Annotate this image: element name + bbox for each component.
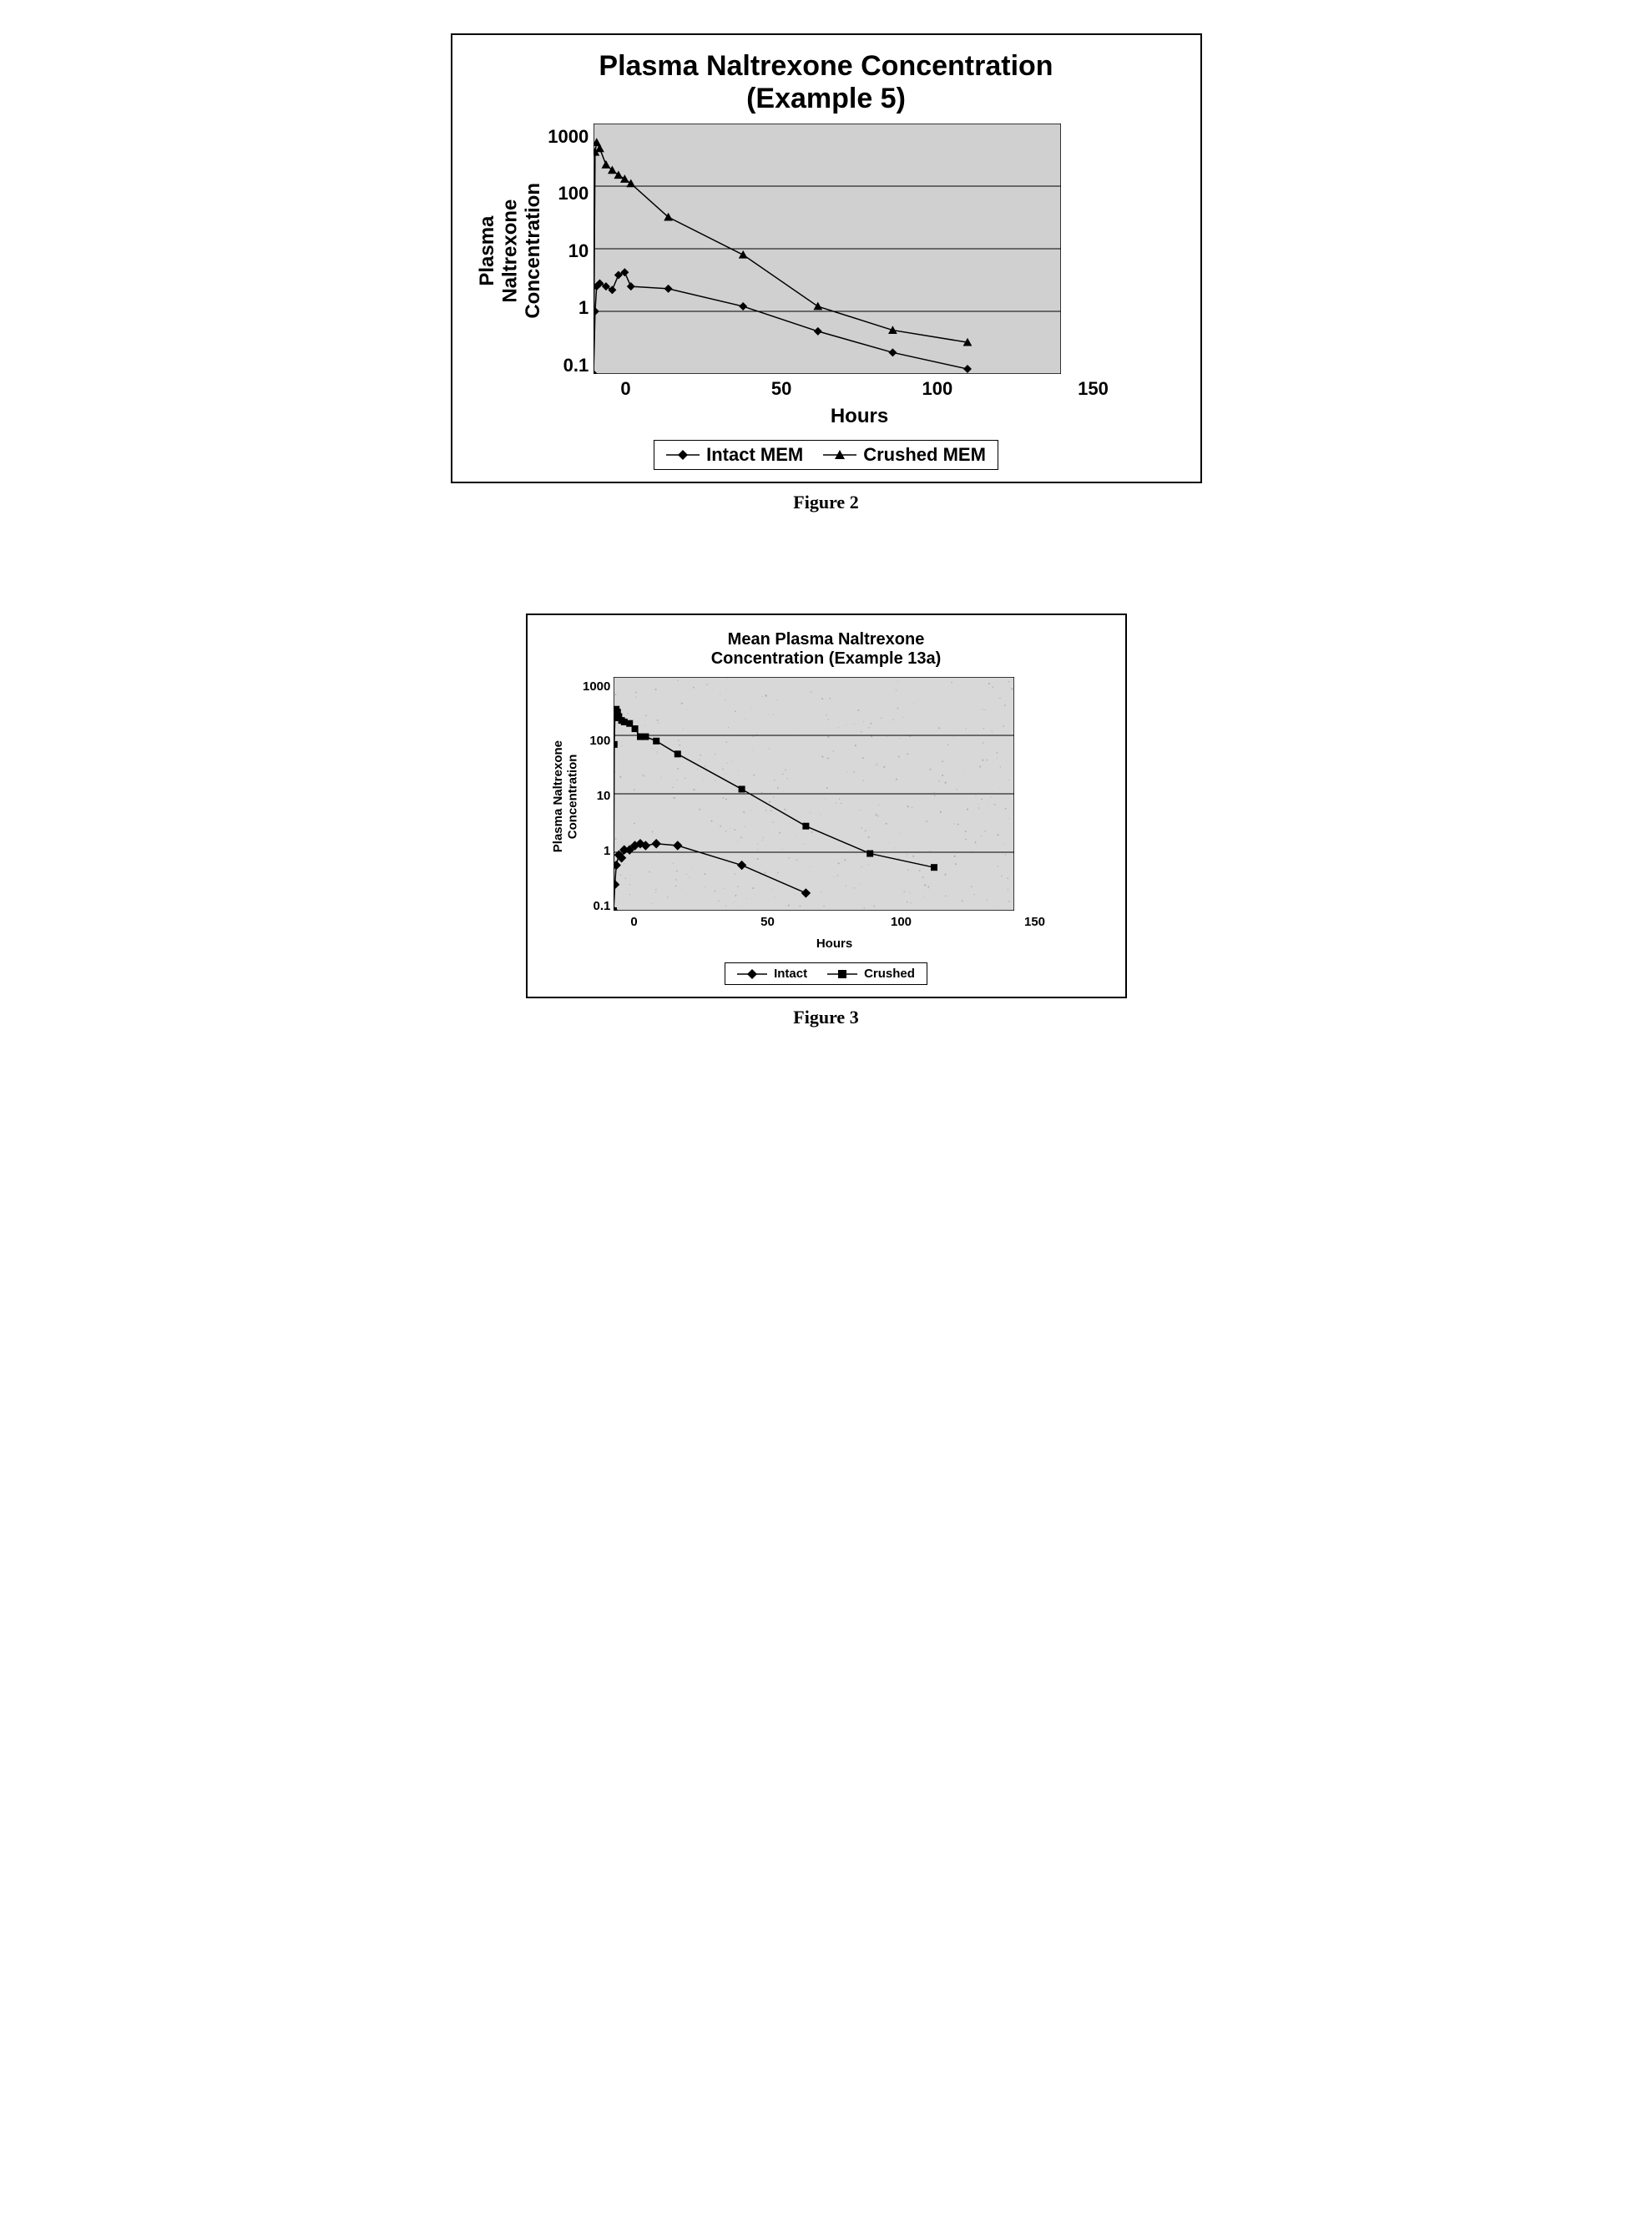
title-line-1: Mean Plasma Naltrexone — [728, 630, 925, 649]
x-axis-row-wrap: 0 50 100 150 Hours — [476, 378, 1177, 428]
ytick: 0.1 — [563, 355, 589, 376]
ytick: 10 — [597, 789, 611, 803]
x-tick-labels: 0 50 100 150 — [626, 378, 1094, 400]
legend-item-intact: Intact MEM — [666, 444, 803, 466]
xtick: 100 — [922, 378, 952, 400]
x-axis-row-wrap: 0 50 100 150 Hours — [551, 915, 1102, 951]
legend: Intact MEM Crushed MEM — [654, 440, 998, 470]
xtick: 50 — [760, 915, 775, 929]
ytick: 100 — [558, 183, 589, 205]
plot-row: Plasma Naltrexone Concentration 1000 100… — [551, 677, 1102, 915]
legend-label: Crushed — [864, 967, 915, 981]
ytick: 1 — [578, 297, 589, 319]
diamond-marker-icon — [666, 449, 700, 461]
triangle-marker-icon — [823, 449, 856, 461]
legend-label: Intact MEM — [706, 444, 803, 466]
legend-item-crushed: Crushed MEM — [823, 444, 986, 466]
legend-wrap: Intact Crushed — [551, 951, 1102, 985]
y-axis-label: Plasma Naltrexone Concentration — [476, 183, 545, 319]
ytick: 10 — [568, 240, 589, 262]
square-marker-icon — [827, 969, 857, 979]
figure-caption: Figure 2 — [451, 492, 1202, 513]
plot-area — [594, 124, 1061, 378]
figure-3-container: Mean Plasma Naltrexone Concentration (Ex… — [526, 614, 1127, 1028]
xtick: 50 — [771, 378, 791, 400]
chart-svg — [614, 677, 1014, 911]
plot-area — [614, 677, 1014, 915]
chart-title: Mean Plasma Naltrexone Concentration (Ex… — [551, 630, 1102, 669]
xtick: 100 — [891, 915, 912, 929]
legend-wrap: Intact MEM Crushed MEM — [476, 428, 1177, 470]
plot-row: Plasma Naltrexone Concentration 1000 100… — [476, 124, 1177, 378]
y-tick-labels: 1000 100 10 1 0.1 — [583, 679, 610, 913]
x-axis-label: Hours — [634, 937, 1035, 951]
figure-3-frame: Mean Plasma Naltrexone Concentration (Ex… — [526, 614, 1127, 998]
chart-title: Plasma Naltrexone Concentration (Example… — [476, 50, 1177, 115]
legend-label: Crushed MEM — [863, 444, 986, 466]
xtick: 150 — [1024, 915, 1045, 929]
ytick: 0.1 — [594, 899, 611, 913]
title-line-1: Plasma Naltrexone Concentration — [599, 50, 1053, 82]
legend-label: Intact — [774, 967, 807, 981]
xtick: 0 — [620, 378, 630, 400]
diamond-marker-icon — [737, 969, 767, 979]
figure-2-frame: Plasma Naltrexone Concentration (Example… — [451, 33, 1202, 483]
title-line-2: (Example 5) — [746, 83, 906, 114]
xtick: 150 — [1078, 378, 1109, 400]
y-axis-label: Plasma Naltrexone Concentration — [551, 740, 580, 852]
chart-svg — [594, 124, 1061, 374]
x-axis-label: Hours — [626, 405, 1094, 428]
title-line-2: Concentration (Example 13a) — [711, 649, 942, 668]
legend-item-intact: Intact — [737, 967, 807, 981]
ytick: 1000 — [583, 679, 610, 694]
figure-caption: Figure 3 — [526, 1007, 1127, 1028]
x-tick-labels: 0 50 100 150 — [634, 915, 1035, 932]
ytick: 1 — [604, 844, 610, 858]
legend-item-crushed: Crushed — [827, 967, 915, 981]
ytick: 1000 — [548, 126, 589, 148]
figure-2-container: Plasma Naltrexone Concentration (Example… — [451, 33, 1202, 513]
legend: Intact Crushed — [725, 962, 927, 985]
ytick: 100 — [589, 734, 610, 748]
y-tick-labels: 1000 100 10 1 0.1 — [548, 126, 589, 376]
xtick: 0 — [630, 915, 637, 929]
